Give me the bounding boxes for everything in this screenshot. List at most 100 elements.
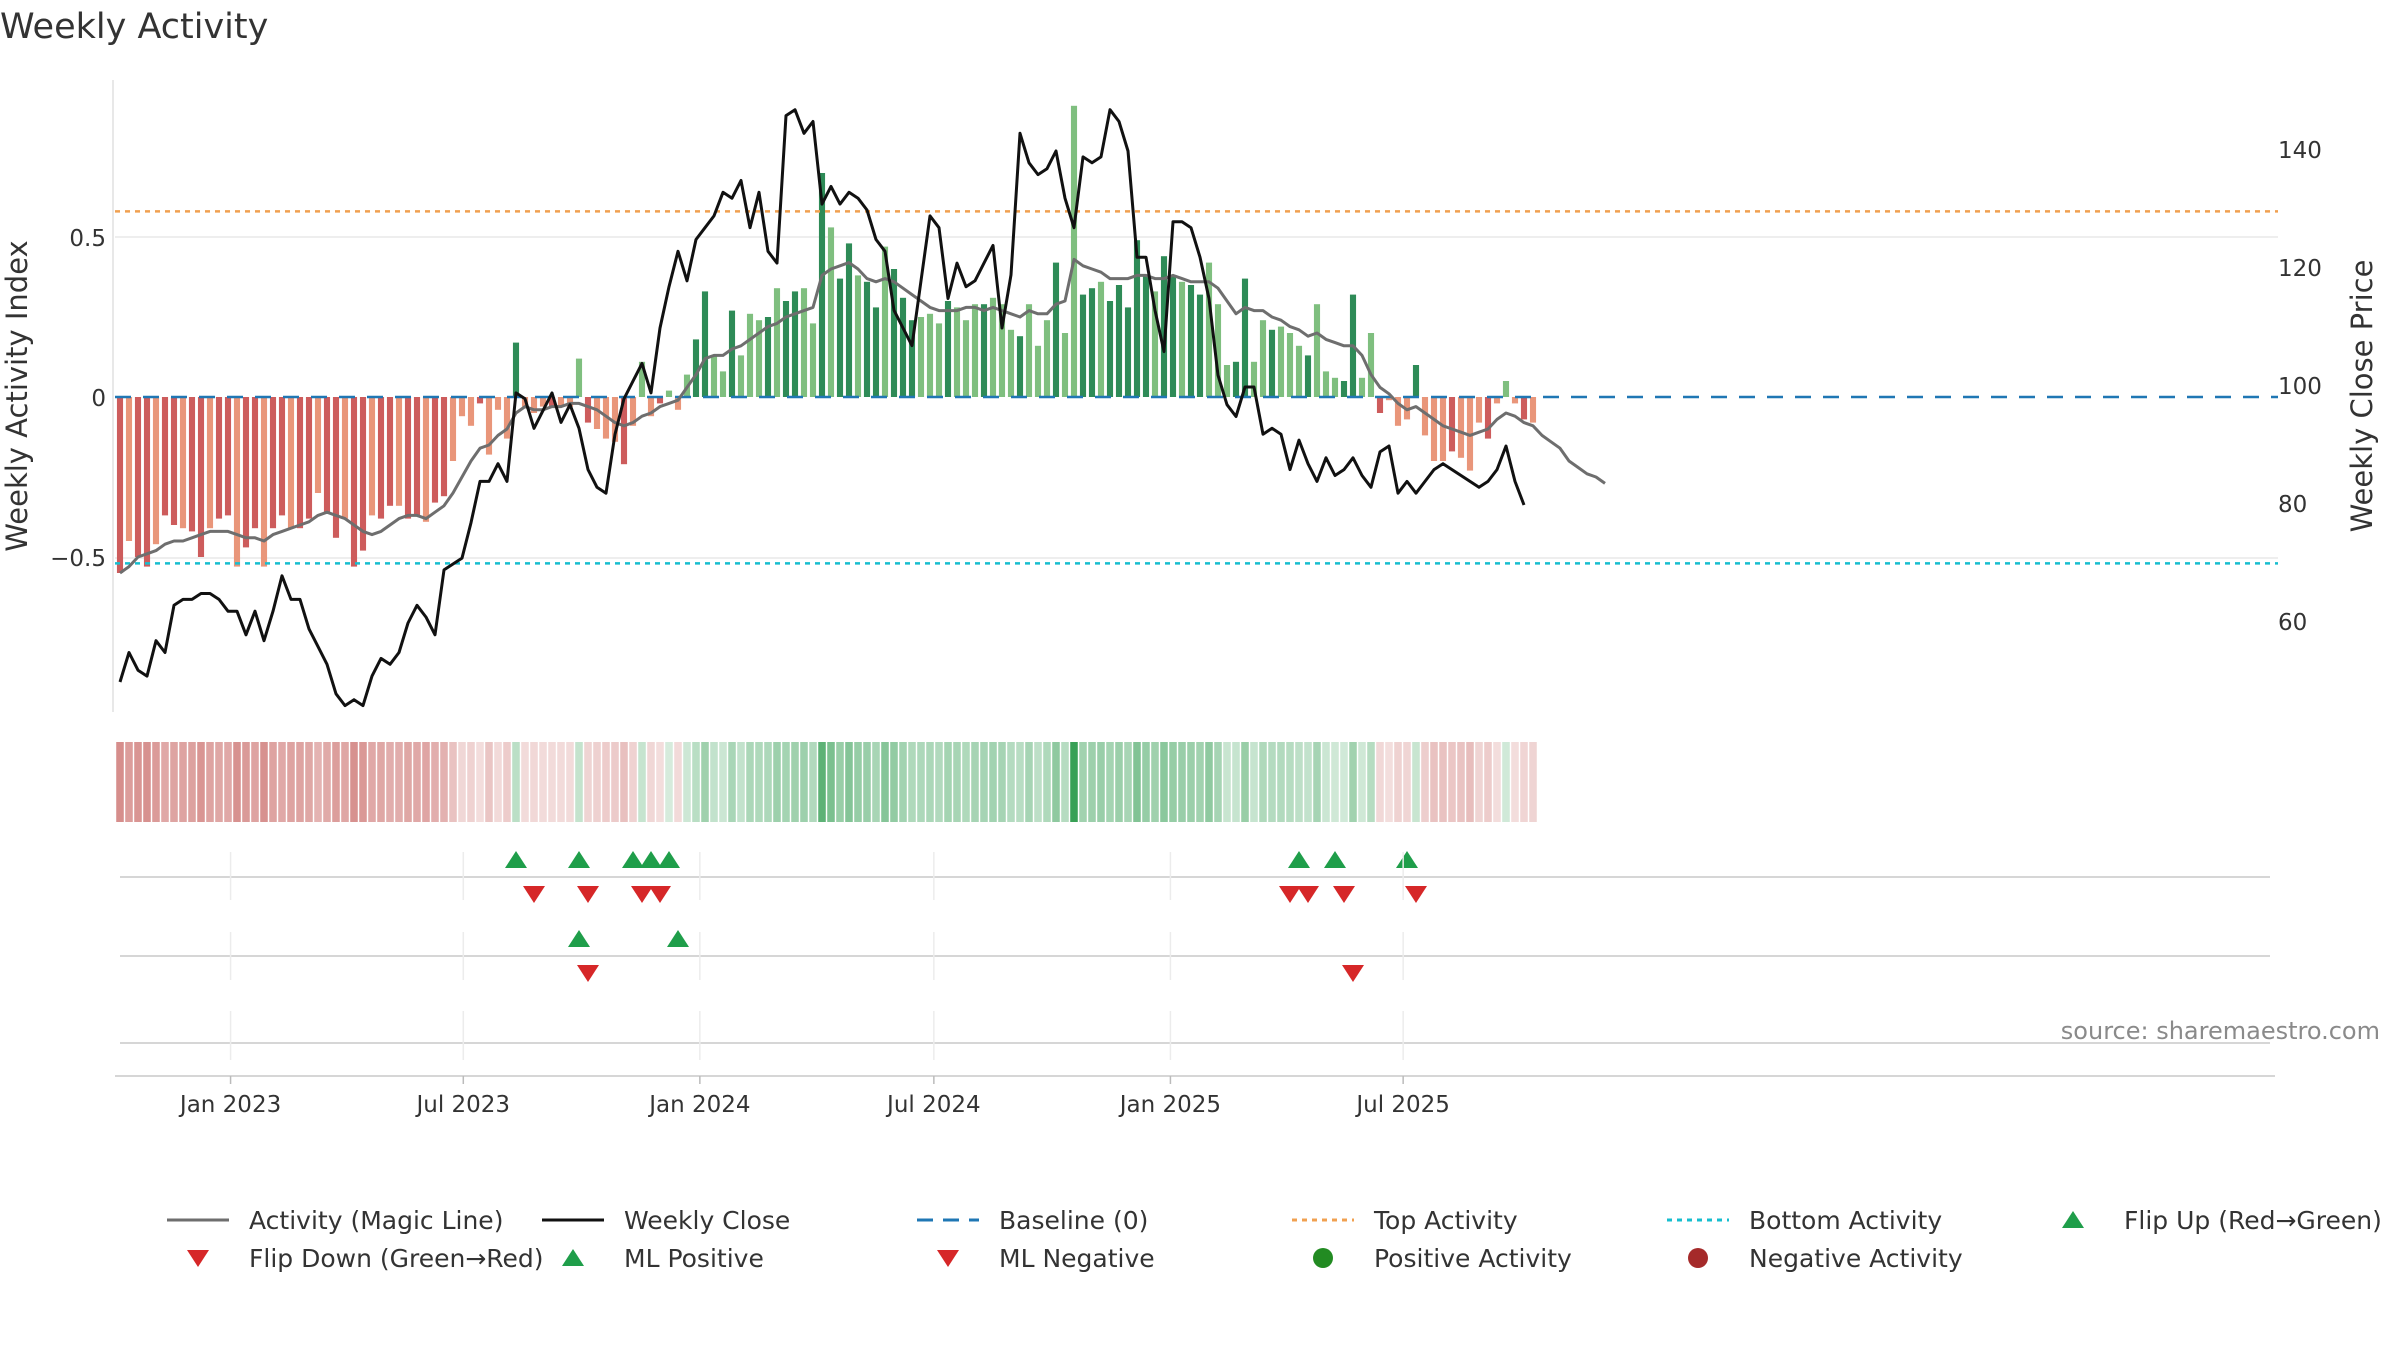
activity-bar	[782, 301, 790, 397]
heat-cell	[1403, 742, 1411, 822]
triangle-up-icon	[667, 930, 689, 947]
triangle-down-icon	[1405, 886, 1427, 903]
activity-bar	[872, 307, 880, 397]
heat-cell	[1367, 742, 1375, 822]
activity-bar	[971, 304, 979, 397]
heat-cell	[728, 742, 736, 822]
heat-cell	[1007, 742, 1015, 822]
heat-cell	[395, 742, 403, 822]
heat-cell	[1466, 742, 1474, 822]
heat-cell	[845, 742, 853, 822]
activity-bar	[1385, 397, 1393, 401]
heat-cell	[1178, 742, 1186, 822]
heat-cell	[116, 742, 124, 822]
activity-bar	[1502, 381, 1510, 397]
heat-cell	[566, 742, 574, 822]
heat-cell	[1511, 742, 1519, 822]
heat-cell	[800, 742, 808, 822]
heat-cell	[1232, 742, 1240, 822]
heat-cell	[476, 742, 484, 822]
heat-cell	[1214, 742, 1222, 822]
activity-bar	[737, 355, 745, 397]
heat-cell	[1385, 742, 1393, 822]
activity-bar	[1187, 285, 1195, 397]
left-tick-label: 0	[91, 386, 106, 412]
heat-cell	[1088, 742, 1096, 822]
heat-cell	[683, 742, 691, 822]
heat-cell	[593, 742, 601, 822]
right-tick-label: 80	[2278, 492, 2307, 518]
activity-bar	[719, 371, 727, 397]
activity-bar	[1106, 301, 1114, 397]
triangle-down-icon	[1342, 965, 1364, 982]
activity-bar	[413, 397, 421, 516]
legend-item-flip-down: Flip Down (Green→Red)	[165, 1241, 544, 1275]
heat-cell	[1034, 742, 1042, 822]
activity-bar	[818, 173, 826, 397]
activity-bar	[863, 281, 871, 397]
activity-bar	[1376, 397, 1384, 413]
heat-cell	[1142, 742, 1150, 822]
activity-bar	[926, 313, 934, 397]
activity-bar	[422, 397, 430, 522]
activity-bar	[341, 397, 349, 519]
heat-cell	[1070, 742, 1078, 822]
heat-cell	[170, 742, 178, 822]
activity-bar	[404, 397, 412, 519]
legend-triangle-up-icon	[2062, 1211, 2084, 1228]
activity-bar	[1322, 371, 1330, 397]
activity-bar	[215, 397, 223, 519]
triangle-up-icon	[568, 930, 590, 947]
heat-cell	[620, 742, 628, 822]
activity-bar	[1367, 333, 1375, 397]
heat-cell	[467, 742, 475, 822]
activity-bar	[953, 307, 961, 397]
activity-bar	[314, 397, 322, 493]
activity-bars	[116, 105, 1537, 573]
legend-item-bottom-activity: Bottom Activity	[1665, 1203, 1942, 1237]
heat-cell	[503, 742, 511, 822]
activity-bar	[278, 397, 286, 516]
activity-bar	[260, 397, 268, 567]
heat-cell	[161, 742, 169, 822]
legend-label: Flip Down (Green→Red)	[249, 1243, 544, 1273]
heat-cell	[179, 742, 187, 822]
activity-bar	[944, 301, 952, 397]
activity-bar	[1259, 320, 1267, 397]
heat-cell	[953, 742, 961, 822]
heat-cell	[791, 742, 799, 822]
activity-bar	[350, 397, 358, 567]
activity-bar	[1340, 381, 1348, 397]
heat-cell	[404, 742, 412, 822]
heat-cell	[350, 742, 358, 822]
heat-cell	[674, 742, 682, 822]
heat-cell	[1448, 742, 1456, 822]
heat-cell	[719, 742, 727, 822]
activity-bar	[1079, 294, 1087, 397]
heat-cell	[296, 742, 304, 822]
heat-cell	[1520, 742, 1528, 822]
activity-bar	[1142, 275, 1150, 397]
activity-bar	[1313, 304, 1321, 397]
heat-cell	[1277, 742, 1285, 822]
heat-cell	[1124, 742, 1132, 822]
legend-label: Weekly Close	[624, 1205, 791, 1235]
activity-bar	[908, 320, 916, 397]
heat-cell	[1268, 742, 1276, 822]
heat-cell	[737, 742, 745, 822]
heat-cell	[998, 742, 1006, 822]
right-tick-label: 140	[2278, 138, 2322, 164]
activity-bar	[656, 397, 664, 404]
heat-cell	[917, 742, 925, 822]
chart-title: Weekly Activity	[0, 7, 268, 47]
activity-bar	[1520, 397, 1528, 420]
activity-heat-strip	[116, 742, 1537, 822]
heat-cell	[863, 742, 871, 822]
heat-cell	[908, 742, 916, 822]
heat-cell	[1160, 742, 1168, 822]
activity-bar	[1169, 275, 1177, 397]
heat-cell	[260, 742, 268, 822]
activity-bar	[143, 397, 151, 567]
heat-cell	[944, 742, 952, 822]
